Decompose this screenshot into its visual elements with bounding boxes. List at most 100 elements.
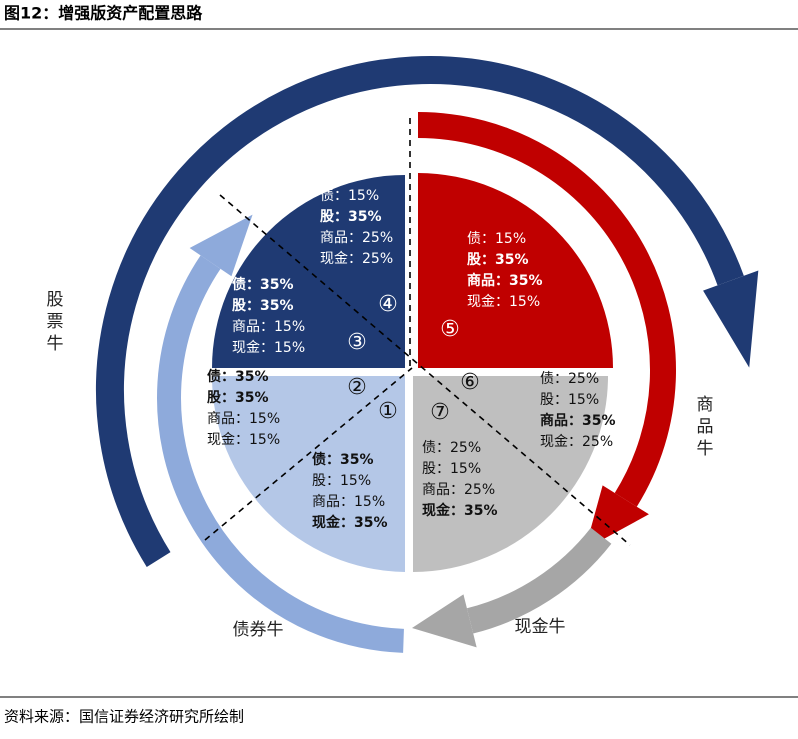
asset: 债： — [422, 440, 450, 456]
quadrant — [418, 173, 613, 368]
asset: 股： — [207, 390, 235, 406]
weight: 15% — [274, 340, 305, 356]
weight: 35% — [260, 277, 294, 293]
allocation: 商品：15% — [207, 411, 280, 427]
weight: 15% — [274, 319, 305, 335]
cycle-arrow — [417, 112, 676, 507]
allocation: 债：15% — [467, 231, 526, 247]
asset: 现金： — [540, 434, 582, 450]
group-number: ① — [378, 399, 398, 424]
allocation: 商品：35% — [540, 412, 616, 429]
allocation: 现金：35% — [312, 514, 388, 531]
weight: 25% — [362, 230, 393, 246]
asset: 股： — [320, 209, 348, 225]
group-number: ⑦ — [430, 400, 450, 425]
weight: 35% — [260, 298, 294, 314]
allocation: 现金：15% — [207, 432, 280, 448]
asset: 股： — [312, 473, 340, 489]
group-number: ④ — [378, 292, 398, 317]
asset: 商品： — [422, 482, 464, 498]
weight: 15% — [568, 392, 599, 408]
weight: 35% — [509, 273, 543, 289]
asset: 股： — [232, 298, 260, 314]
char: 品 — [697, 417, 714, 437]
weight: 35% — [348, 209, 382, 225]
dividers — [204, 118, 631, 546]
weight: 15% — [509, 294, 540, 310]
weight: 15% — [495, 231, 526, 247]
allocation: 商品：25% — [320, 230, 393, 246]
group-number: ⑥ — [460, 370, 480, 395]
asset: 债： — [540, 371, 568, 387]
weight: 15% — [348, 188, 379, 204]
asset: 现金： — [207, 432, 249, 448]
char: 票 — [47, 312, 64, 332]
allocation: 商品：15% — [232, 319, 305, 335]
allocation: 股：35% — [207, 390, 269, 406]
cycle-label: 债券牛 — [233, 620, 284, 640]
weight: 25% — [450, 440, 481, 456]
asset: 股： — [540, 392, 568, 408]
title: 图12：增强版资产配置思路 — [4, 4, 203, 23]
allocation: 股：15% — [540, 392, 599, 408]
asset: 股： — [422, 461, 450, 477]
allocation: 现金：35% — [422, 502, 498, 519]
asset: 债： — [232, 276, 260, 293]
allocation: 现金：15% — [467, 294, 540, 310]
cycle-label: 股票牛 — [47, 290, 64, 354]
asset: 商品： — [320, 230, 362, 246]
allocation: 股：15% — [422, 461, 481, 477]
labels: 股票牛商品牛现金牛债券牛①债：35%股：15%商品：15%现金：35%②债：35… — [47, 188, 714, 640]
group-number: ③ — [347, 330, 367, 355]
allocation: 商品：25% — [422, 482, 495, 498]
weight: 35% — [495, 252, 529, 268]
quadrant — [211, 376, 405, 572]
asset: 现金： — [422, 502, 464, 519]
weight: 15% — [249, 411, 280, 427]
allocation: 债：15% — [320, 188, 379, 204]
group-number: ⑤ — [440, 317, 460, 342]
cycle-label: 商品牛 — [697, 395, 714, 459]
arrow-head — [585, 485, 649, 550]
allocation: 股：35% — [320, 209, 382, 225]
asset: 商品： — [232, 319, 274, 335]
asset: 现金： — [320, 251, 362, 267]
asset: 商品： — [312, 494, 354, 510]
weight: 35% — [235, 369, 269, 385]
allocation: 股：35% — [467, 252, 529, 268]
weight: 35% — [235, 390, 269, 406]
weight: 25% — [582, 434, 613, 450]
weight: 35% — [340, 452, 374, 468]
char: 牛 — [697, 439, 714, 459]
allocation: 商品：15% — [312, 494, 385, 510]
allocation: 股：35% — [232, 298, 294, 314]
asset: 商品： — [467, 272, 509, 289]
weight: 25% — [568, 371, 599, 387]
allocation: 现金：25% — [320, 251, 393, 267]
weight: 15% — [249, 432, 280, 448]
cycle-arrow — [466, 527, 612, 634]
asset: 债： — [312, 451, 340, 468]
allocation: 债：35% — [207, 368, 269, 385]
asset: 债： — [207, 368, 235, 385]
arrows — [96, 56, 759, 653]
asset: 商品： — [540, 412, 582, 429]
weight: 25% — [464, 482, 495, 498]
allocation: 现金：25% — [540, 434, 613, 450]
arrow-head — [189, 214, 253, 277]
allocation: 债：25% — [540, 371, 599, 387]
weight: 15% — [354, 494, 385, 510]
char: 商 — [697, 395, 714, 415]
quadrant — [413, 376, 608, 572]
cycle-arrow — [96, 56, 744, 567]
asset: 现金： — [312, 514, 354, 531]
cycle-label: 现金牛 — [515, 617, 566, 637]
allocation: 股：15% — [312, 473, 371, 489]
allocation: 现金：15% — [232, 340, 305, 356]
weight: 25% — [362, 251, 393, 267]
allocation: 债：35% — [232, 276, 294, 293]
allocation: 债：35% — [312, 451, 374, 468]
asset: 股： — [467, 252, 495, 268]
weight: 15% — [340, 473, 371, 489]
